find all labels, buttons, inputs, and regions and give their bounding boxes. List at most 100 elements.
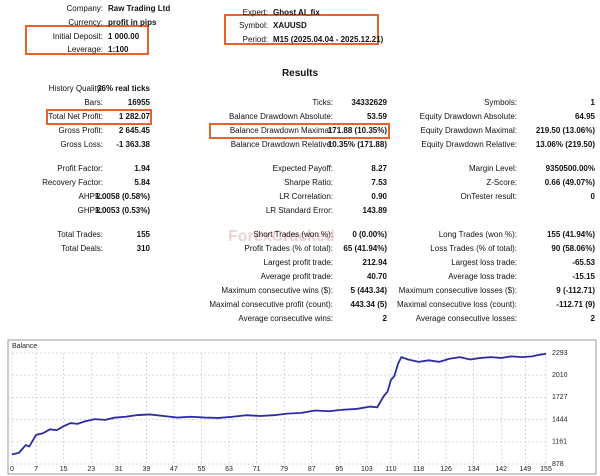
header-value: 1 000.00 (108, 32, 140, 41)
stat-label: Short Trades (won %): (253, 230, 333, 239)
stat-value: 13.06% (219.50) (535, 140, 595, 149)
y-tick-label: 2010 (552, 372, 568, 379)
header-label: Initial Deposit: (52, 32, 103, 41)
stat-label: Average consecutive losses: (415, 314, 517, 323)
stat-value: 36% real ticks (97, 84, 150, 93)
stat-value: 155 (136, 230, 150, 239)
y-tick-label: 1161 (552, 439, 567, 446)
stat-label: Balance Drawdown Maximal: (229, 126, 333, 135)
stat-value: 143.89 (362, 206, 387, 215)
stat-label: Maximal consecutive loss (count): (396, 300, 517, 309)
balance-chart: Balance 878 1161 1444 1727 2010 2293 0 7 15 23 31 3… (7, 339, 597, 475)
x-tick-label: 71 (253, 466, 261, 473)
stat-value: -65.53 (572, 258, 595, 267)
highlight-box (224, 14, 379, 45)
stat-value: 1.0058 (0.58%) (95, 192, 150, 201)
stat-label: Total Trades: (57, 230, 103, 239)
stat-label: Average loss trade: (448, 272, 517, 281)
y-tick-label: 878 (552, 461, 564, 468)
x-tick-label: 79 (280, 466, 288, 473)
stat-label: Profit Trades (% of total): (244, 244, 333, 253)
y-tick-label: 2293 (552, 350, 568, 357)
y-tick-label: 1444 (552, 416, 568, 423)
stat-value: -15.15 (572, 272, 595, 281)
stat-label: Sharpe Ratio: (284, 178, 333, 187)
stat-label: GHPR: (77, 206, 103, 215)
stat-value: 7.53 (371, 178, 387, 187)
stat-label: Ticks: (312, 98, 333, 107)
stat-value: 0.90 (371, 192, 387, 201)
results-title: Results (281, 68, 319, 79)
stat-value: 0 (590, 192, 595, 201)
stat-value: 2 (590, 314, 595, 323)
stat-label: Expected Payoff: (272, 164, 333, 173)
balance-line (11, 352, 547, 456)
header-value: profit in pips (108, 18, 157, 27)
x-tick-label: 118 (413, 466, 424, 473)
stat-value: 2 645.45 (118, 126, 150, 135)
stat-value: 171.88 (10.35%) (327, 126, 387, 135)
header-value: XAUUSD (273, 21, 307, 30)
stat-value: 1 282.07 (118, 112, 150, 121)
header-value: 1:100 (108, 45, 129, 54)
x-tick-label: 155 (540, 466, 552, 473)
x-tick-label: 149 (519, 466, 531, 473)
x-tick-label: 87 (308, 466, 316, 473)
header-value: Raw Trading Ltd (108, 4, 171, 13)
chart-title: Balance (12, 343, 37, 350)
x-tick-label: 95 (335, 466, 343, 473)
stat-value: 34332629 (351, 98, 387, 107)
stat-label: Gross Profit: (58, 126, 103, 135)
stat-value: 5 (443.34) (350, 286, 387, 295)
header-label: Company: (66, 4, 103, 13)
header-label: Expert: (242, 8, 268, 17)
stat-value: 90 (58.06%) (551, 244, 595, 253)
x-tick-label: 103 (361, 466, 373, 473)
stat-label: Z-Score: (486, 178, 517, 187)
stat-label: Bars: (84, 98, 103, 107)
stat-label: Largest profit trade: (263, 258, 333, 267)
stat-label: Margin Level: (468, 164, 517, 173)
x-tick-label: 142 (495, 466, 507, 473)
stat-value: 5.84 (134, 178, 150, 187)
highlight-box (209, 123, 390, 139)
stat-label: Maximum consecutive losses ($): (398, 286, 517, 295)
stat-value: -112.71 (9) (556, 300, 595, 309)
x-tick-label: 55 (198, 466, 206, 473)
header-label: Period: (242, 35, 268, 44)
stat-label: Balance Drawdown Relative: (230, 140, 333, 149)
x-tick-label: 0 (10, 466, 14, 473)
stat-label: Long Trades (won %): (438, 230, 517, 239)
watermark: ForexCracked (228, 228, 335, 245)
header-label: Leverage: (67, 45, 103, 54)
stat-value: 0 (0.00%) (352, 230, 387, 239)
stat-label: Total Net Profit: (48, 112, 103, 121)
stat-value: 219.50 (13.06%) (535, 126, 595, 135)
x-tick-label: 63 (225, 466, 233, 473)
stat-label: History Quality: (48, 84, 103, 93)
highlight-box (46, 109, 152, 125)
stat-value: -1 363.38 (116, 140, 150, 149)
stat-value: 64.95 (574, 112, 595, 121)
header-value: Ghost AI_fix (273, 8, 320, 17)
stat-value: 2 (382, 314, 387, 323)
y-tick-label: 1727 (552, 394, 568, 401)
stat-label: OnTester result: (460, 192, 517, 201)
stat-label: Equity Drawdown Relative: (421, 140, 517, 149)
stat-label: LR Standard Error: (265, 206, 333, 215)
x-tick-label: 23 (87, 466, 95, 473)
header-value: M15 (2025.04.04 - 2025.12.21) (273, 35, 384, 44)
stat-label: Symbols: (484, 98, 517, 107)
x-tick-label: 31 (115, 466, 123, 473)
stat-value: 0.66 (49.07%) (544, 178, 595, 187)
stat-value: 212.94 (362, 258, 387, 267)
stat-value: 40.70 (366, 272, 387, 281)
x-tick-label: 39 (142, 466, 150, 473)
x-tick-label: 134 (468, 466, 480, 473)
stat-value: 1.94 (134, 164, 150, 173)
x-tick-label: 47 (170, 466, 178, 473)
chart-frame (7, 339, 597, 475)
stat-label: Maximal consecutive profit (count): (209, 300, 333, 309)
stat-label: Profit Factor: (57, 164, 103, 173)
